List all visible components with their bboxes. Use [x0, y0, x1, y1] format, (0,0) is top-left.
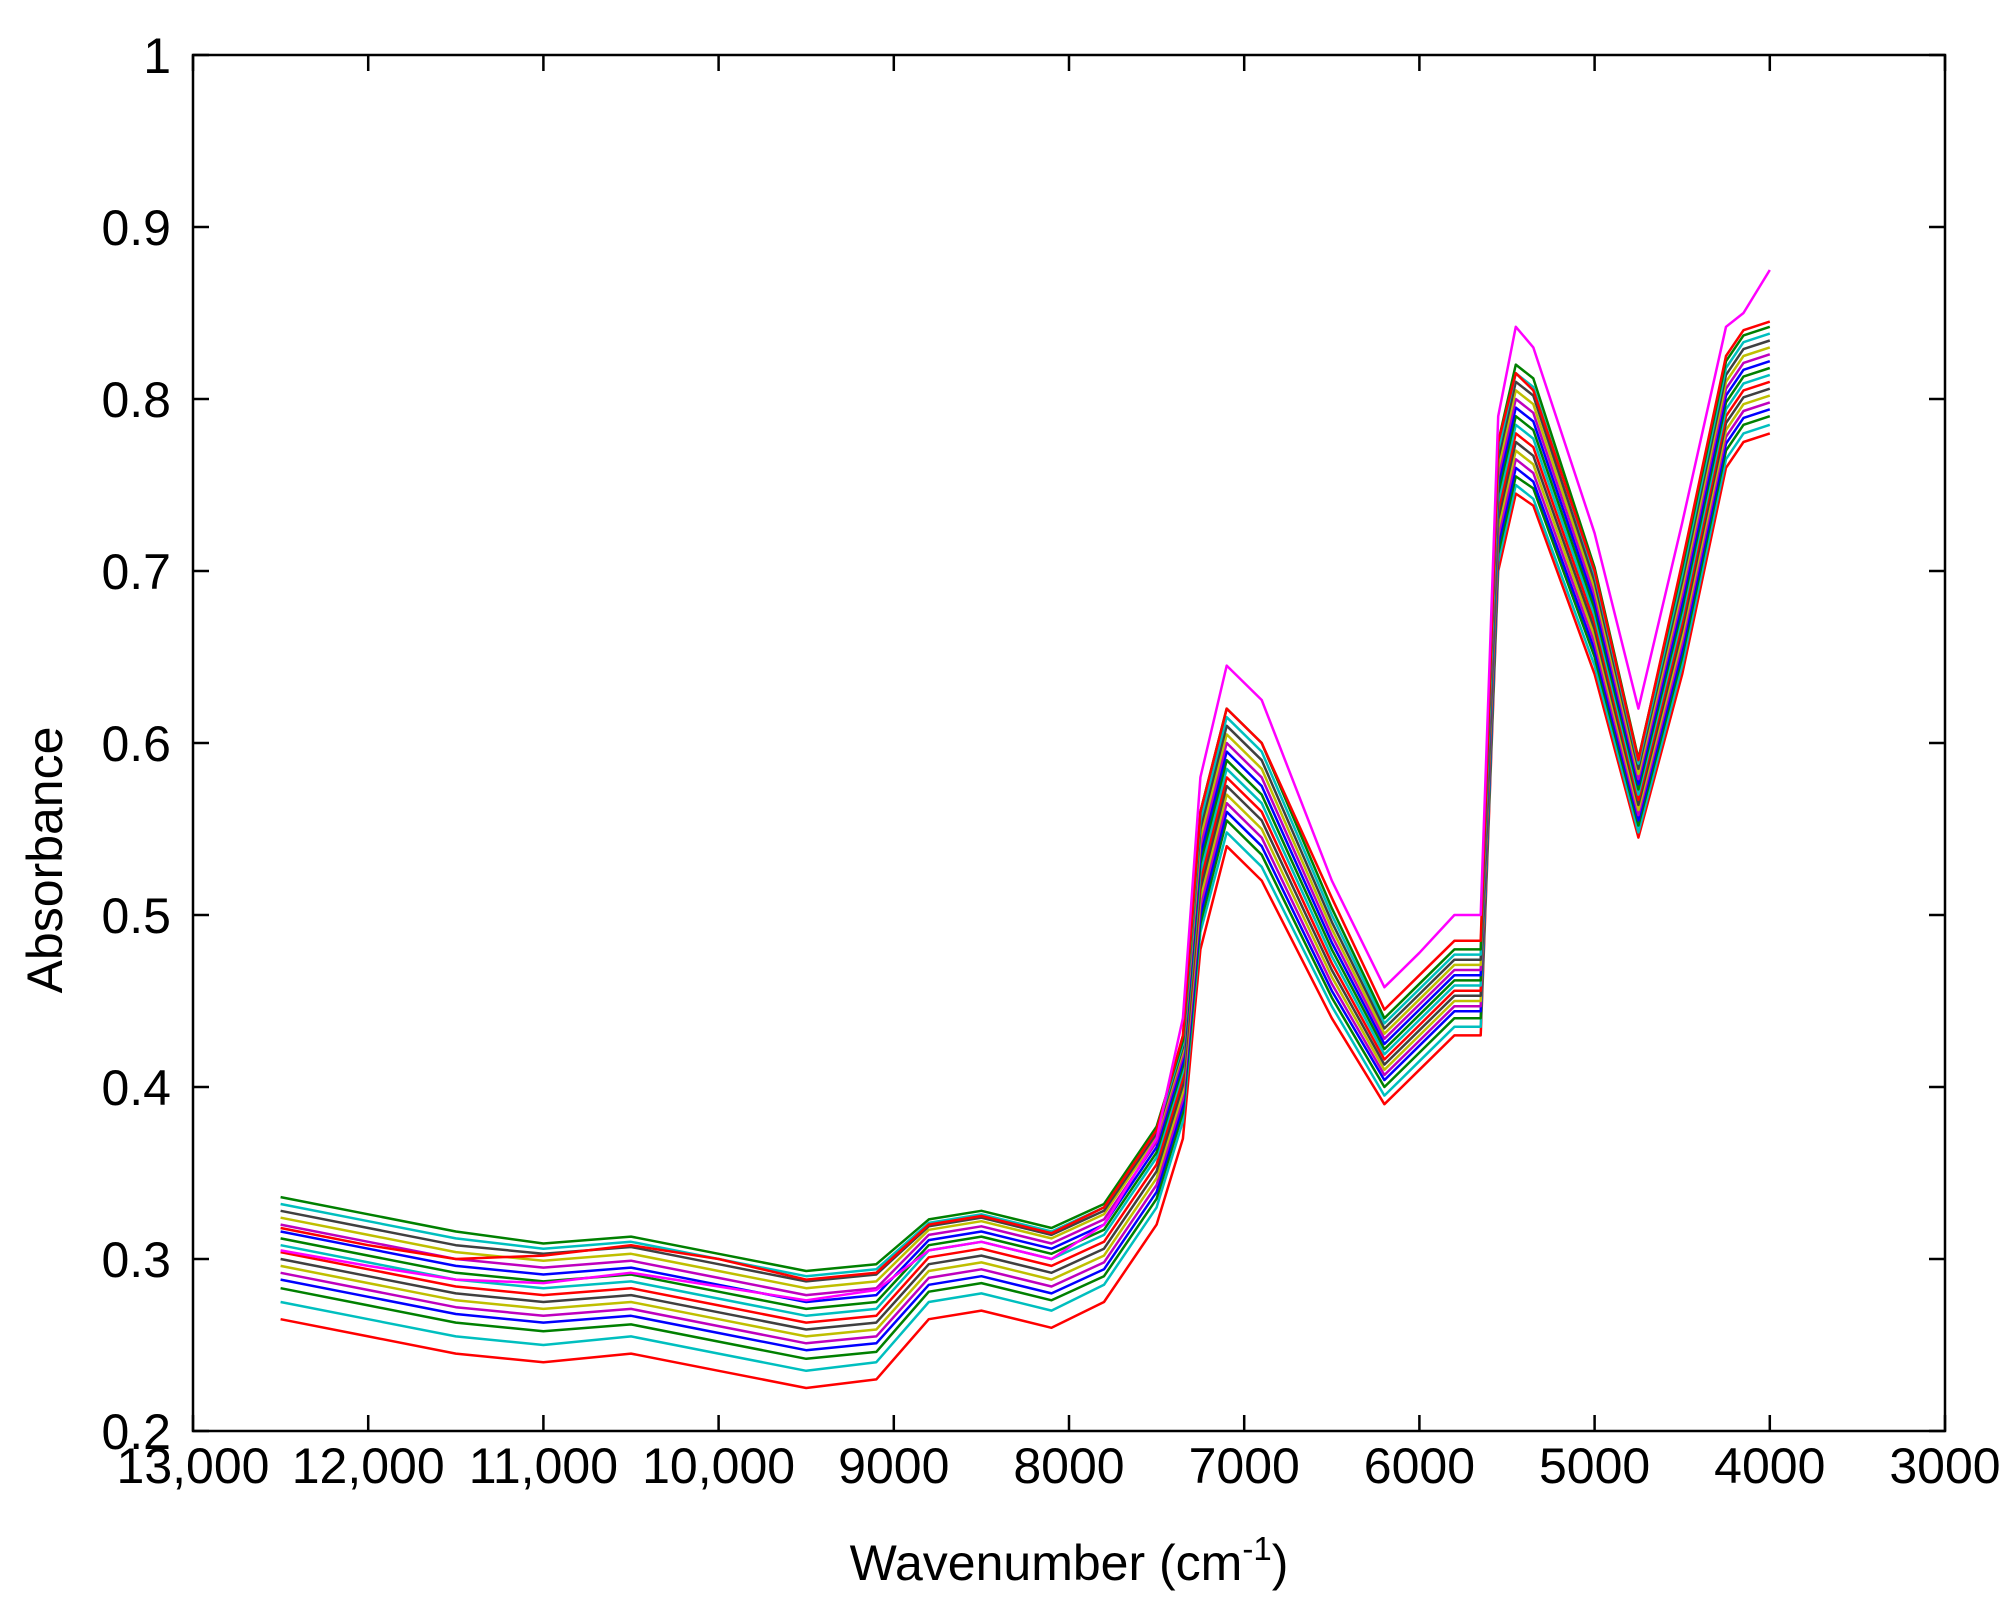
- x-tick-label: 9000: [838, 1438, 949, 1494]
- spectrum-line-17: [280, 320, 1771, 1281]
- spectrum-line-7: [280, 387, 1771, 1331]
- y-axis-title: Absorbance: [17, 727, 73, 994]
- x-tick-label: 10,000: [642, 1438, 795, 1494]
- x-axis-title-close: ): [1272, 1535, 1289, 1591]
- x-tick-label: 3000: [1889, 1438, 2000, 1494]
- spectrum-line-10: [280, 366, 1771, 1311]
- x-axis-title: Wavenumber (cm-1): [850, 1530, 1289, 1591]
- spectrum-line-13: [280, 346, 1771, 1290]
- x-tick-label: 6000: [1364, 1438, 1475, 1494]
- x-tick-label: 13,000: [117, 1438, 270, 1494]
- y-tick-label: 0.9: [101, 200, 171, 256]
- x-tick-label: 4000: [1714, 1438, 1825, 1494]
- x-axis-title-text: Wavenumber (cm: [850, 1535, 1243, 1591]
- y-tick-label: 0.3: [101, 1232, 171, 1288]
- spectrum-line-9: [280, 373, 1771, 1318]
- y-tick-label: 0.7: [101, 544, 171, 600]
- x-tick-label: 5000: [1539, 1438, 1650, 1494]
- spectrum-line-14: [280, 339, 1771, 1283]
- x-tick-label: 8000: [1013, 1438, 1124, 1494]
- spectrum-line-3: [280, 415, 1771, 1361]
- spectrum-line-2: [280, 423, 1771, 1373]
- x-tick-label: 12,000: [292, 1438, 445, 1494]
- spectrum-line-18: [280, 269, 1771, 1302]
- spectrum-line-8: [280, 380, 1771, 1324]
- y-tick-label: 0.8: [101, 372, 171, 428]
- tick-label-layer: 13,000 12,000 11,000 10,000 9000 8000 7000 6000…: [101, 28, 2000, 1494]
- x-tick-label: 11,000: [469, 1438, 618, 1494]
- y-tick-label: 0.5: [101, 888, 171, 944]
- y-tick-label: 1: [143, 28, 171, 84]
- spectrum-line-4: [280, 408, 1771, 1352]
- x-tick-label: 7000: [1189, 1438, 1300, 1494]
- spectrum-line-11: [280, 360, 1771, 1304]
- y-tick-label: 0.6: [101, 716, 171, 772]
- spectrum-line-5: [280, 401, 1771, 1345]
- tick-layer: [191, 53, 1947, 1433]
- y-tick-label: 0.4: [101, 1060, 171, 1116]
- spectrum-line-6: [280, 394, 1771, 1338]
- y-tick-label: 0.2: [101, 1404, 171, 1460]
- spectrum-line-1: [280, 432, 1771, 1390]
- spectrum-line-12: [280, 353, 1771, 1297]
- x-axis-title-superscript: -1: [1242, 1530, 1271, 1567]
- series-layer: [280, 269, 1771, 1390]
